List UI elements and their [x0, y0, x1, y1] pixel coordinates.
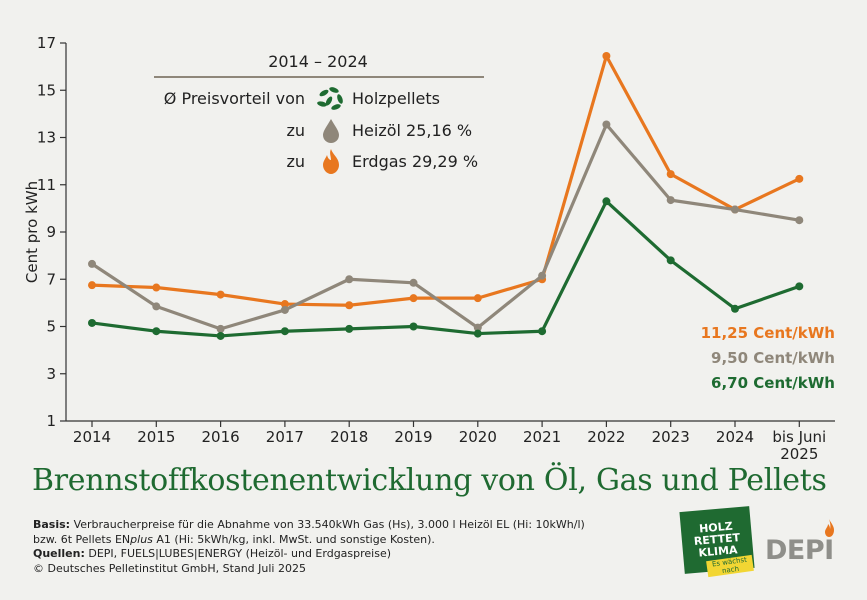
data-point-heiz-l	[280, 305, 289, 314]
data-point-heiz-l	[538, 271, 547, 280]
x-tick-label: 2021	[523, 428, 561, 446]
data-point-erdgas	[602, 51, 611, 60]
footnote-sources: Quellen: DEPI, FUELS|LUBES|ENERGY (Heizö…	[33, 547, 585, 562]
data-point-holzpellets	[538, 327, 547, 336]
footnote-basis-line2: bzw. 6t Pellets ENplus A1 (Hi: 5kWh/kg, …	[33, 533, 585, 548]
data-point-holzpellets	[795, 282, 804, 291]
x-tick-label: bis Juni 2025	[772, 428, 826, 463]
x-tick-label: 2018	[330, 428, 368, 446]
y-tick-label: 9	[46, 223, 56, 241]
data-point-heiz-l	[731, 205, 739, 214]
end-value-label: 6,70 Cent/kWh	[711, 374, 835, 392]
depi-logo: DEPI	[765, 535, 834, 566]
data-point-holzpellets	[666, 256, 675, 265]
chart-title: Brennstoffkostenentwicklung von Öl, Gas …	[32, 463, 827, 498]
depi-flame-icon	[825, 519, 834, 537]
basis-line2-italic: plus	[130, 532, 153, 546]
y-axis-label: Cent pro kWh	[23, 181, 41, 283]
y-tick-label: 13	[37, 129, 56, 147]
legend-line3-name: Erdgas 29,29 %	[352, 152, 478, 171]
data-point-erdgas	[345, 301, 354, 310]
series-line-holzpellets	[91, 199, 800, 338]
footnote-copyright: © Deutsches Pelletinstitut GmbH, Stand J…	[33, 561, 306, 575]
x-tick-label: 2017	[266, 428, 304, 446]
sources-label: Quellen:	[33, 547, 85, 560]
y-tick-label: 5	[46, 318, 56, 336]
x-tick-label: 2015	[137, 428, 175, 446]
x-tick-label: 2019	[394, 428, 432, 446]
data-point-heiz-l	[473, 323, 482, 332]
end-value-label: 11,25 Cent/kWh	[701, 324, 835, 342]
end-value-label: 9,50 Cent/kWh	[711, 349, 835, 367]
x-tick-label: 2023	[652, 428, 690, 446]
series-layer	[88, 51, 804, 340]
footnote-basis-line1: Basis: Verbraucherpreise für die Abnahme…	[33, 518, 585, 533]
y-tick-label: 17	[37, 34, 56, 52]
data-point-erdgas	[473, 294, 482, 303]
basis-line2-post: A1 (Hi: 5kWh/kg, inkl. MwSt. und sonstig…	[156, 532, 435, 546]
data-point-holzpellets	[602, 197, 611, 206]
data-point-heiz-l	[409, 278, 418, 287]
data-point-erdgas	[280, 300, 289, 309]
series-line-erdgas	[91, 54, 800, 307]
chart-legend: 2014 – 2024 Ø Preisvorteil von Holzpelle…	[154, 52, 484, 174]
gas-flame-icon	[323, 149, 339, 174]
data-point-erdgas	[152, 283, 161, 292]
data-point-heiz-l	[666, 196, 675, 205]
data-point-heiz-l	[795, 216, 804, 225]
sources-text: DEPI, FUELS|LUBES|ENERGY (Heizöl- und Er…	[88, 547, 392, 560]
data-point-holzpellets	[409, 322, 418, 331]
series-line-heiz-l	[91, 122, 800, 331]
data-point-erdgas	[409, 294, 418, 303]
data-point-heiz-l	[88, 259, 96, 268]
data-point-heiz-l	[216, 324, 225, 333]
x-tick-label: 2022	[587, 428, 625, 446]
legend-line1-name: Holzpellets	[352, 89, 440, 108]
y-tick-label: 1	[46, 412, 56, 430]
oil-drop-icon	[323, 119, 339, 143]
footnote: Basis: Verbraucherpreise für die Abnahme…	[33, 518, 585, 576]
legend-line1-prefix: Ø Preisvorteil von	[164, 89, 305, 108]
legend-line3-prefix: zu	[286, 152, 305, 171]
data-point-heiz-l	[152, 302, 161, 311]
basis-text: Verbraucherpreise für die Abnahme von 33…	[73, 518, 585, 531]
basis-line2-pre: bzw. 6t Pellets EN	[33, 532, 131, 546]
end-labels: 11,25 Cent/kWh 9,50 Cent/kWh 6,70 Cent/kWh	[701, 324, 835, 392]
data-point-holzpellets	[731, 304, 739, 313]
legend-line2-prefix: zu	[286, 121, 305, 140]
basis-label: Basis:	[33, 518, 71, 531]
data-point-erdgas	[88, 281, 96, 290]
x-tick-label: 2024	[716, 428, 754, 446]
legend-line2-name: Heizöl 25,16 %	[352, 121, 472, 140]
x-tick-label: 2014	[73, 428, 111, 446]
data-point-erdgas	[216, 290, 225, 299]
y-tick-label: 3	[46, 365, 56, 383]
data-point-erdgas	[666, 170, 675, 179]
data-point-holzpellets	[216, 331, 225, 340]
data-point-holzpellets	[345, 324, 354, 333]
data-point-heiz-l	[602, 120, 611, 129]
data-point-holzpellets	[152, 327, 161, 336]
data-point-holzpellets	[473, 329, 482, 338]
y-tick-label: 15	[37, 81, 56, 99]
y-tick-label: 7	[46, 270, 56, 288]
y-tick-label: 11	[37, 176, 56, 194]
data-point-holzpellets	[280, 327, 289, 336]
data-point-erdgas	[795, 174, 804, 183]
legend-period: 2014 – 2024	[268, 52, 368, 71]
data-point-heiz-l	[345, 275, 354, 284]
data-point-holzpellets	[88, 318, 96, 327]
pellets-icon	[317, 87, 343, 110]
x-tick-label: 2020	[459, 428, 497, 446]
x-tick-label: 2016	[202, 428, 240, 446]
